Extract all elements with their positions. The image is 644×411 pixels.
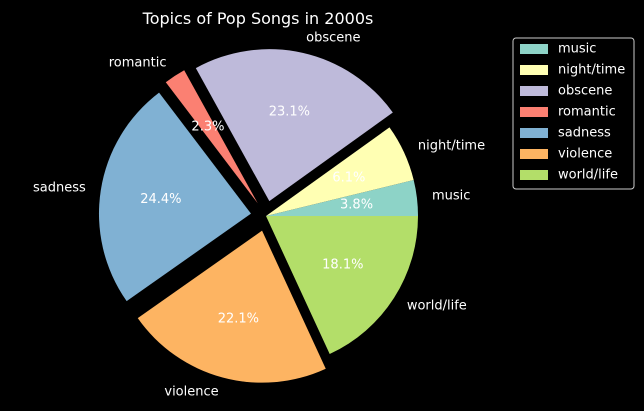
pie-slice-music [266,180,418,216]
pie-slice-obscene [195,49,393,202]
pie-slice-world-life [266,216,418,355]
legend-label-violence: violence [558,147,612,162]
legend-swatch-music [520,44,548,54]
legend-items: music night/time obscene romantic sadness vio… [520,42,625,183]
legend-swatch-night-time [520,65,548,75]
pie-slice-sadness [98,92,251,302]
slice-label-sadness: sadness [33,181,86,196]
legend-swatch-violence [520,149,548,159]
pie-slice-violence [137,230,326,383]
legend-label-world-life: world/life [558,168,618,183]
pie-slice-night-time [266,127,414,216]
slice-label-night-time: night/time [418,139,485,154]
slice-percent-world-life: 18.1% [322,258,363,273]
chart-title: Topics of Pop Songs in 2000s [142,9,374,28]
slice-percent-violence: 22.1% [218,311,259,326]
slice-percent-obscene: 23.1% [269,105,310,120]
legend-swatch-romantic [520,107,548,117]
legend-label-music: music [558,42,596,57]
slice-percent-sadness: 24.4% [140,192,181,207]
legend-label-sadness: sadness [558,126,611,141]
slice-label-obscene: obscene [306,31,360,46]
category-labels: music night/time obscene romantic sadness vio… [33,31,485,400]
legend-label-obscene: obscene [558,84,612,99]
legend-swatch-world-life [520,170,548,180]
legend: music night/time obscene romantic sadness vio… [512,37,635,190]
slice-percent-music: 3.8% [340,198,373,213]
pie-slice-romantic [165,70,258,204]
slice-label-music: music [432,189,470,204]
legend-swatch-sadness [520,128,548,138]
slice-label-world-life: world/life [407,299,467,314]
percent-labels: 3.8% 6.1% 23.1% 2.3% 24.4% 22.1% 18.1% [140,105,373,327]
slice-label-romantic: romantic [109,56,167,71]
slice-percent-night-time: 6.1% [332,170,365,185]
slice-label-violence: violence [164,385,218,400]
pie-slices [98,49,418,383]
legend-label-night-time: night/time [558,63,625,78]
legend-label-romantic: romantic [558,105,616,120]
slice-percent-romantic: 2.3% [191,119,224,134]
legend-swatch-obscene [520,86,548,96]
